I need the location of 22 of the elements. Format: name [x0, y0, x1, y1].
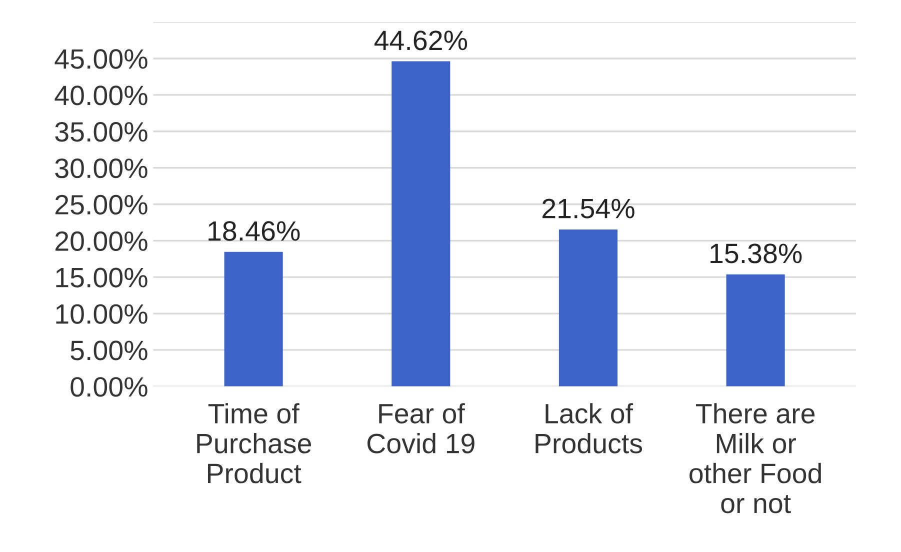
data-label: 15.38% [710, 244, 802, 264]
x-tick-label: Fear of Covid 19 [367, 403, 474, 454]
y-tick-label: 15.00% [56, 268, 148, 288]
y-tick-label: 40.00% [54, 86, 148, 106]
bar [726, 274, 785, 386]
y-tick-label: 25.00% [56, 194, 148, 215]
bar [558, 229, 618, 386]
x-tick-label: Lack of Products [536, 403, 642, 454]
y-tick-label: 45.00% [54, 49, 148, 69]
bar [392, 61, 450, 386]
data-label: 18.46% [208, 221, 300, 241]
data-label: 44.62% [374, 30, 468, 50]
y-tick-label: 35.00% [55, 122, 148, 142]
y-tick-label: 0.00% [70, 377, 148, 397]
x-tick-label: There are Milk or other Food or not [690, 403, 821, 514]
y-tick-label: 10.00% [56, 304, 148, 324]
y-tick-label: 5.00% [70, 340, 148, 360]
bar [224, 252, 283, 386]
y-tick-label: 30.00% [55, 158, 148, 178]
x-tick-label: Time of Purchase Product [197, 403, 312, 484]
y-tick-label: 20.00% [56, 231, 148, 252]
data-label: 21.54% [542, 198, 634, 218]
